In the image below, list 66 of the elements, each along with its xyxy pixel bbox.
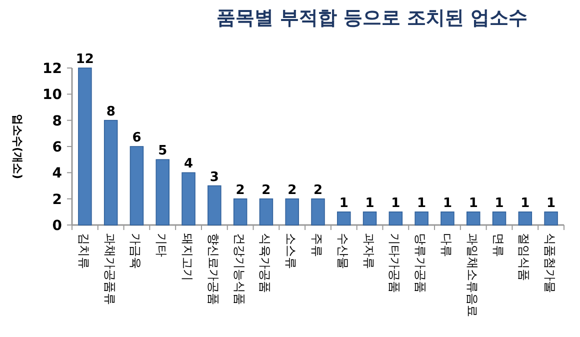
data-label: 2 [262, 182, 271, 198]
bar [362, 212, 377, 226]
bar [259, 198, 274, 226]
y-tick-label: 2 [52, 192, 62, 208]
data-label: 2 [288, 182, 297, 198]
data-label: 1 [442, 196, 452, 211]
data-label: 6 [132, 130, 142, 146]
data-label: 1 [546, 196, 556, 211]
data-label: 5 [158, 144, 168, 159]
data-label: 1 [520, 196, 530, 211]
bar [311, 198, 325, 226]
bar [337, 212, 351, 226]
bar [440, 212, 454, 226]
y-tick-label: 4 [52, 166, 62, 182]
x-tick-label: 수산물 [336, 233, 350, 269]
x-tick-label: 식품첨가물 [543, 233, 558, 293]
y-tick-label: 0 [52, 218, 62, 234]
x-tick-label: 과자류 [362, 233, 376, 269]
y-tick-label: 10 [42, 87, 62, 104]
data-label: 2 [236, 182, 245, 198]
y-tick-label: 6 [52, 140, 62, 156]
data-label: 1 [339, 196, 348, 211]
x-tick-label: 면류 [491, 233, 506, 257]
bar [518, 212, 532, 226]
bar [182, 172, 196, 226]
y-tick-label: 8 [52, 113, 62, 130]
x-tick-label: 가금육 [128, 233, 143, 269]
data-label: 2 [313, 182, 323, 198]
x-tick-label: 주류 [310, 233, 324, 257]
x-tick-label: 김치류 [76, 233, 91, 269]
y-tick-label: 12 [42, 61, 62, 77]
data-label: 1 [494, 196, 504, 211]
bar [156, 159, 170, 226]
x-tick-label: 소스류 [284, 233, 298, 269]
x-tick-label: 향신료가공품 [206, 233, 220, 305]
data-label: 12 [76, 52, 94, 67]
x-tick-label: 절임식품 [517, 233, 532, 281]
data-label: 1 [417, 196, 426, 211]
bar [414, 212, 428, 226]
chart-title: 품목별 부적합 등으로 조치된 업소수 [216, 7, 528, 29]
bar [130, 146, 144, 226]
x-tick-label: 다류 [439, 233, 454, 257]
data-label: 1 [468, 196, 478, 211]
data-label: 3 [210, 170, 219, 185]
bar [544, 212, 558, 226]
bar [233, 198, 248, 226]
x-tick-label: 기타가공품 [388, 233, 402, 293]
data-label: 1 [365, 196, 374, 211]
data-label: 1 [391, 196, 400, 211]
x-tick-label: 건강기능식품 [232, 233, 246, 305]
bar [208, 185, 222, 226]
data-label: 8 [106, 104, 116, 120]
x-tick-label: 돼지고기 [180, 233, 195, 281]
y-axis-title: 업소수(개소) [11, 114, 24, 180]
bar [285, 198, 299, 226]
bar [104, 120, 118, 226]
x-tick-label: 식육가공품 [258, 233, 272, 293]
bar [388, 212, 403, 226]
bar [78, 68, 92, 226]
data-label: 4 [184, 156, 194, 172]
x-tick-label: 과일채소류음료 [465, 233, 480, 317]
x-tick-label: 과채가공품류 [102, 233, 117, 305]
x-tick-label: 기타 [154, 233, 169, 257]
bar [492, 212, 506, 226]
bar [466, 212, 480, 226]
x-tick-label: 당류가공품 [414, 233, 428, 293]
